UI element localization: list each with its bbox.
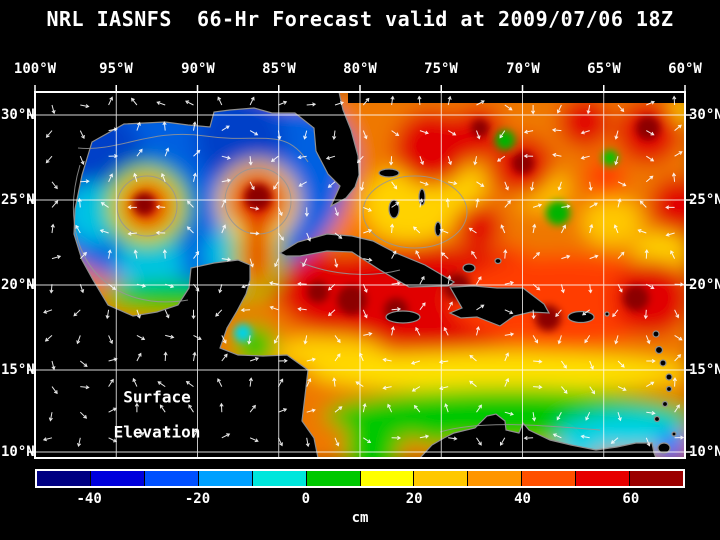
lon-tick-label: 100°W <box>13 61 57 77</box>
lat-tick-label: 20°N <box>689 277 720 293</box>
colorbar-segment <box>468 471 523 486</box>
bahamas-island <box>418 188 426 206</box>
field-annotation-line1: Surface <box>123 387 191 407</box>
lat-tick-label: 10°N <box>689 444 720 460</box>
colorbar-unit-label: cm <box>351 510 369 526</box>
lat-tick-label: 15°N <box>1 362 35 378</box>
colorbar-tick-label: -20 <box>184 491 211 507</box>
lesser-antilles-island <box>665 385 673 393</box>
axis-ticks <box>28 85 692 453</box>
lon-tick-label: 60°W <box>668 61 702 77</box>
lon-tick-label: 95°W <box>99 61 133 77</box>
tobago-island <box>671 431 677 437</box>
jamaica-island <box>385 310 421 324</box>
lat-tick-label: 30°N <box>1 107 35 123</box>
lat-tick-label: 15°N <box>689 362 720 378</box>
colorbar <box>35 469 685 488</box>
colorbar-segment <box>144 471 199 486</box>
colorbar-segment <box>414 471 469 486</box>
bahamas-island <box>434 221 442 237</box>
lon-tick-label: 85°W <box>262 61 296 77</box>
lat-tick-label: 25°N <box>1 192 35 208</box>
colorbar-tick-label: 60 <box>622 491 640 507</box>
lesser-antilles-island <box>665 373 673 381</box>
colorbar-segment <box>37 471 91 486</box>
field-annotation-line2: Elevation <box>113 422 201 442</box>
bahamas-island <box>462 263 476 273</box>
colorbar-segment <box>90 471 145 486</box>
lon-tick-label: 75°W <box>424 61 458 77</box>
lat-tick-label: 25°N <box>689 192 720 208</box>
colorbar-tick-label: 0 <box>301 491 311 507</box>
lesser-antilles-island <box>661 400 669 408</box>
colorbar-segment <box>198 471 253 486</box>
lat-tick-label: 30°N <box>689 107 720 123</box>
cuba-island <box>278 233 456 288</box>
lon-tick-label: 90°W <box>181 61 215 77</box>
colorbar-segment <box>306 471 361 486</box>
lon-tick-label: 70°W <box>506 61 540 77</box>
lesser-antilles-island <box>653 415 661 423</box>
turks-island <box>494 257 502 265</box>
colorbar-segment <box>630 471 684 486</box>
puerto-rico-island <box>567 310 595 324</box>
trinidad-island <box>657 442 671 454</box>
lat-tick-label: 10°N <box>1 444 35 460</box>
colorbar-segment <box>360 471 415 486</box>
bahamas-island <box>378 168 400 178</box>
virgin-islands <box>604 311 610 317</box>
lesser-antilles-island <box>652 330 660 338</box>
plot-title: NRL IASNFS 66-Hr Forecast valid at 2009/… <box>46 7 674 31</box>
colorbar-tick-label: 20 <box>405 491 423 507</box>
lat-tick-label: 20°N <box>1 277 35 293</box>
lesser-antilles-island <box>659 359 667 367</box>
colorbar-segment <box>522 471 577 486</box>
wind-vector-arrows <box>42 95 685 448</box>
lat-lon-grid <box>35 92 685 458</box>
domain-edge-band <box>348 92 685 103</box>
colorbar-segment <box>252 471 307 486</box>
lesser-antilles-island <box>654 345 664 355</box>
lon-tick-label: 80°W <box>343 61 377 77</box>
colorbar-tick-label: -40 <box>76 491 102 507</box>
colorbar-tick-label: 40 <box>514 491 531 507</box>
colorbar-segment <box>576 471 631 486</box>
lon-tick-label: 65°W <box>587 61 621 77</box>
